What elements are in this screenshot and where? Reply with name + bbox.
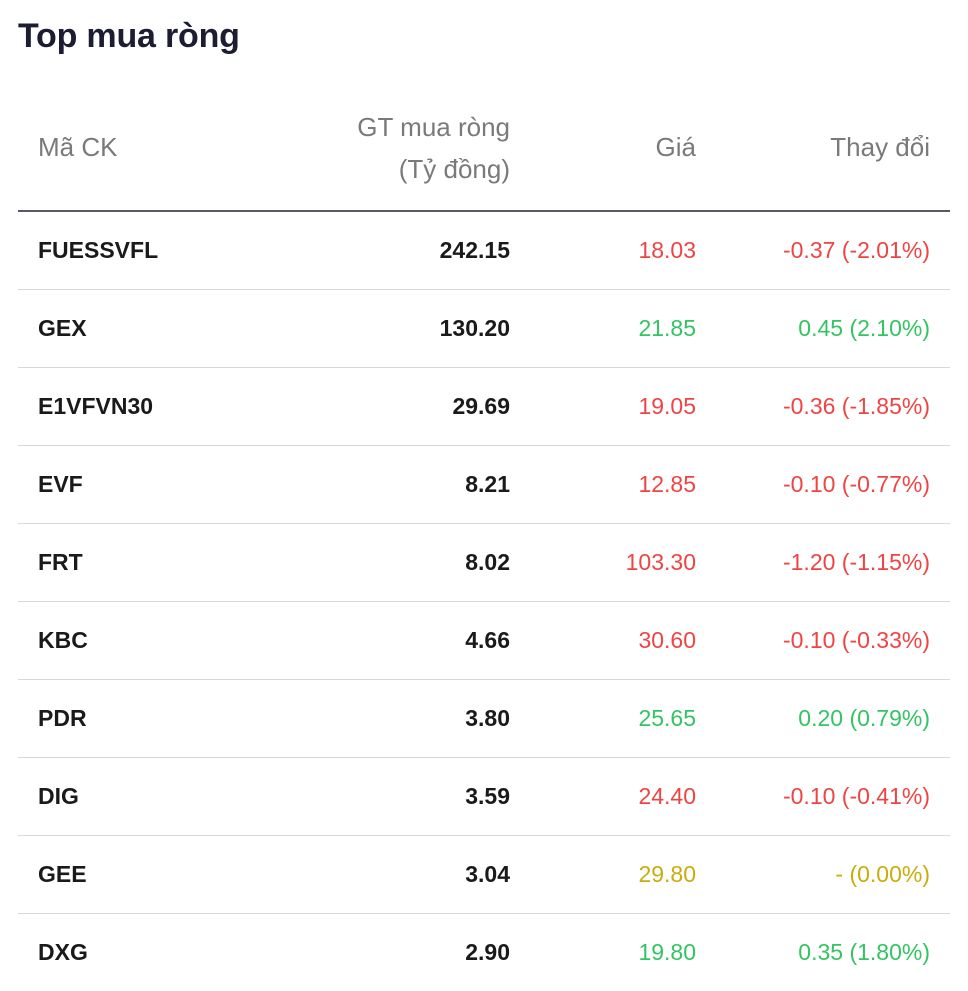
price: 103.30 xyxy=(625,549,696,575)
stock-code[interactable]: DIG xyxy=(38,783,79,809)
price: 24.40 xyxy=(638,783,696,809)
price: 25.65 xyxy=(638,705,696,731)
net-buy-table: Mã CK GT mua ròng (Tỷ đồng) Giá Thay đổi… xyxy=(18,104,950,991)
stock-code[interactable]: GEE xyxy=(38,861,87,887)
table-body: FUESSVFL 242.15 18.03 -0.37 (-2.01%) GEX 130.… xyxy=(18,212,950,991)
table-row[interactable]: GEX 130.20 21.85 0.45 (2.10%) xyxy=(18,290,950,368)
page-title: Top mua ròng xyxy=(18,17,240,55)
price: 18.03 xyxy=(638,237,696,263)
column-header-net-buy-value-line1: GT mua ròng xyxy=(357,112,510,142)
net-buy-value: 4.66 xyxy=(465,627,510,653)
table-row[interactable]: E1VFVN30 29.69 19.05 -0.36 (-1.85%) xyxy=(18,368,950,446)
table-row[interactable]: FRT 8.02 103.30 -1.20 (-1.15%) xyxy=(18,524,950,602)
price-change: 0.35 (1.80%) xyxy=(798,939,930,965)
table-row[interactable]: PDR 3.80 25.65 0.20 (0.79%) xyxy=(18,680,950,758)
net-buy-value: 3.04 xyxy=(465,861,510,887)
net-buy-value: 8.21 xyxy=(465,471,510,497)
table-row[interactable]: FUESSVFL 242.15 18.03 -0.37 (-2.01%) xyxy=(18,212,950,290)
stock-code[interactable]: GEX xyxy=(38,315,87,341)
price: 12.85 xyxy=(638,471,696,497)
table-header: Mã CK GT mua ròng (Tỷ đồng) Giá Thay đổi xyxy=(18,104,950,212)
net-buy-value: 3.59 xyxy=(465,783,510,809)
column-header-net-buy-value-line2: (Tỷ đồng) xyxy=(398,154,510,184)
price-change: -0.10 (-0.77%) xyxy=(782,471,930,497)
stock-code[interactable]: E1VFVN30 xyxy=(38,393,154,419)
price-change: -0.36 (-1.85%) xyxy=(782,393,930,419)
net-buy-value: 29.69 xyxy=(452,393,510,419)
price-change: 0.20 (0.79%) xyxy=(798,705,930,731)
net-buy-value: 2.90 xyxy=(465,939,510,965)
price: 30.60 xyxy=(638,627,696,653)
price-change: - (0.00%) xyxy=(835,861,930,887)
net-buy-value: 130.20 xyxy=(439,315,510,341)
stock-code[interactable]: EVF xyxy=(38,471,83,497)
net-buy-value: 3.80 xyxy=(465,705,510,731)
column-header-change[interactable]: Thay đổi xyxy=(830,132,930,162)
stock-code[interactable]: KBC xyxy=(38,627,88,653)
column-header-code[interactable]: Mã CK xyxy=(38,132,118,162)
price-change: 0.45 (2.10%) xyxy=(798,315,930,341)
table-row[interactable]: DXG 2.90 19.80 0.35 (1.80%) xyxy=(18,914,950,991)
price-change: -0.37 (-2.01%) xyxy=(782,237,930,263)
price: 21.85 xyxy=(638,315,696,341)
price-change: -1.20 (-1.15%) xyxy=(782,549,930,575)
table-row[interactable]: DIG 3.59 24.40 -0.10 (-0.41%) xyxy=(18,758,950,836)
stock-code[interactable]: DXG xyxy=(38,939,88,965)
table-row[interactable]: EVF 8.21 12.85 -0.10 (-0.77%) xyxy=(18,446,950,524)
net-buy-value: 242.15 xyxy=(439,237,510,263)
stock-code[interactable]: PDR xyxy=(38,705,87,731)
stock-code[interactable]: FRT xyxy=(38,549,83,575)
table-row[interactable]: GEE 3.04 29.80 - (0.00%) xyxy=(18,836,950,914)
table-row[interactable]: KBC 4.66 30.60 -0.10 (-0.33%) xyxy=(18,602,950,680)
column-header-net-buy-value[interactable]: GT mua ròng (Tỷ đồng) xyxy=(357,106,510,190)
net-buy-value: 8.02 xyxy=(465,549,510,575)
price-change: -0.10 (-0.33%) xyxy=(782,627,930,653)
price-change: -0.10 (-0.41%) xyxy=(782,783,930,809)
stock-code[interactable]: FUESSVFL xyxy=(38,237,159,263)
price: 19.80 xyxy=(638,939,696,965)
column-header-price[interactable]: Giá xyxy=(655,132,696,162)
price: 19.05 xyxy=(638,393,696,419)
price: 29.80 xyxy=(638,861,696,887)
